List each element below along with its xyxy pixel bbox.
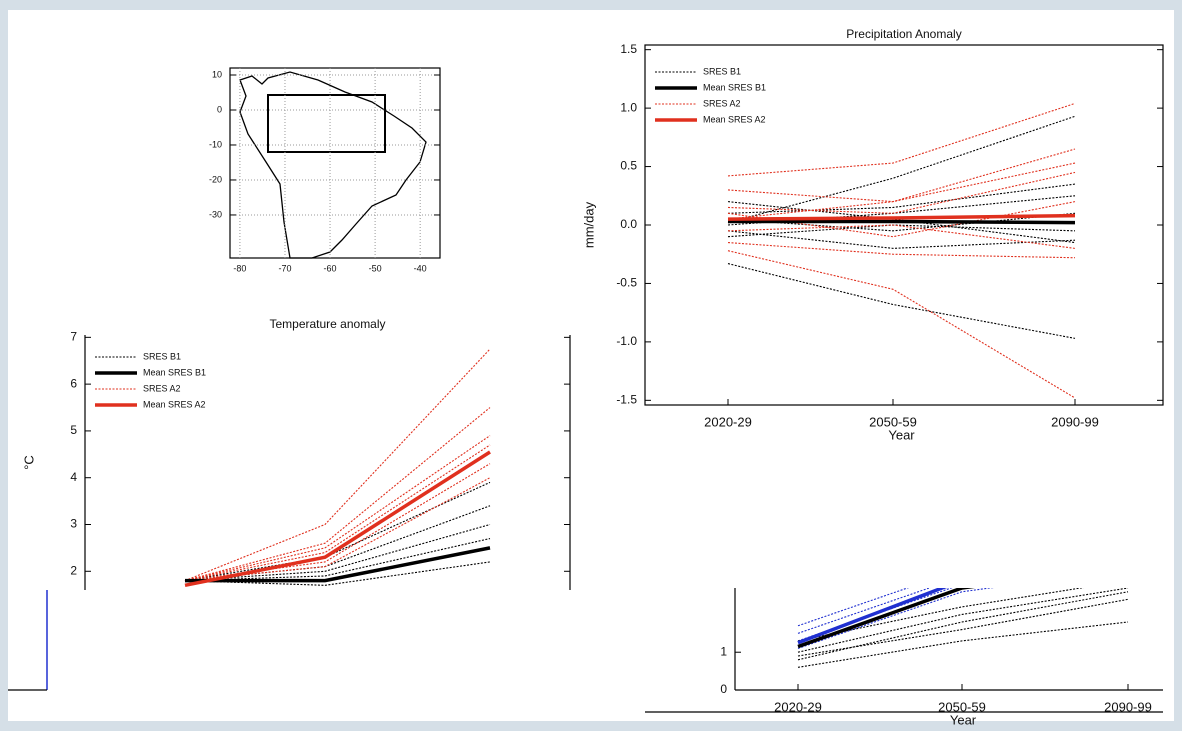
y-tick-label: -10 bbox=[209, 139, 222, 149]
y-tick-label: 5 bbox=[70, 423, 77, 437]
line bbox=[797, 588, 1129, 653]
legend-label: Mean SRES A2 bbox=[703, 114, 766, 124]
line bbox=[727, 230, 1076, 249]
y-axis-label: mm/day bbox=[581, 201, 596, 248]
line bbox=[727, 263, 1076, 339]
x-tick-label: 2020-29 bbox=[704, 414, 752, 429]
line bbox=[185, 546, 491, 583]
x-tick-label: 2090-99 bbox=[1051, 414, 1099, 429]
y-tick-label: 0 bbox=[720, 682, 727, 696]
line bbox=[184, 435, 491, 582]
y-tick-label: 1 bbox=[720, 644, 727, 658]
y-tick-label: 2 bbox=[70, 563, 77, 577]
line bbox=[797, 588, 994, 649]
series-group bbox=[797, 588, 1129, 668]
legend-label: Mean SRES B1 bbox=[143, 367, 206, 377]
line bbox=[727, 183, 1076, 214]
line bbox=[797, 591, 1129, 661]
x-tick-label: 2050-59 bbox=[938, 699, 986, 714]
line bbox=[184, 348, 491, 582]
line bbox=[727, 241, 1076, 259]
line bbox=[727, 213, 1076, 221]
legend-label: Mean SRES B1 bbox=[703, 82, 766, 92]
line bbox=[727, 250, 1076, 399]
line bbox=[184, 407, 491, 582]
y-tick-label: 0.0 bbox=[620, 217, 637, 231]
x-tick-label: -70 bbox=[278, 263, 291, 273]
line bbox=[797, 598, 1129, 657]
legend-label: SRES A2 bbox=[703, 98, 741, 108]
line bbox=[727, 162, 1076, 220]
y-tick-label: 10 bbox=[212, 69, 222, 79]
line bbox=[184, 444, 491, 582]
y-axis-label: °C bbox=[21, 455, 36, 470]
y-tick-label: 0 bbox=[217, 104, 222, 114]
line bbox=[797, 588, 910, 627]
series-group bbox=[184, 348, 491, 588]
y-tick-label: 1.5 bbox=[620, 42, 637, 56]
y-tick-label: 1.0 bbox=[620, 100, 637, 114]
line bbox=[727, 224, 1076, 249]
x-tick-label: 2020-29 bbox=[774, 699, 822, 714]
line bbox=[727, 102, 1076, 177]
line bbox=[728, 219, 1076, 225]
line bbox=[727, 171, 1076, 214]
x-tick-label: -60 bbox=[324, 263, 337, 273]
y-tick-label: 7 bbox=[70, 330, 77, 344]
x-axis-label: Year bbox=[888, 427, 915, 442]
line bbox=[797, 621, 1129, 668]
x-tick-label: -50 bbox=[369, 263, 382, 273]
y-tick-label: -20 bbox=[209, 174, 222, 184]
left-fragment bbox=[8, 590, 48, 691]
line bbox=[797, 588, 931, 634]
line bbox=[797, 588, 948, 645]
plot-frame bbox=[229, 67, 441, 259]
chart-title: Precipitation Anomaly bbox=[846, 27, 961, 41]
region-box bbox=[267, 94, 386, 153]
y-tick-label: -30 bbox=[209, 209, 222, 219]
canvas bbox=[8, 10, 1174, 721]
legend-label: SRES B1 bbox=[143, 351, 181, 361]
y-tick-label: 4 bbox=[70, 470, 77, 484]
line bbox=[727, 115, 1076, 224]
x-tick-label: 2050-59 bbox=[869, 414, 917, 429]
y-tick-label: -1.0 bbox=[616, 334, 637, 348]
legend-label: Mean SRES A2 bbox=[143, 399, 206, 409]
x-tick-label: -40 bbox=[414, 263, 427, 273]
line bbox=[797, 588, 975, 649]
y-tick-label: 6 bbox=[70, 376, 77, 390]
x-tick-label: -80 bbox=[233, 263, 246, 273]
y-tick-label: -0.5 bbox=[616, 276, 637, 290]
x-axis-label: Year bbox=[950, 712, 977, 727]
y-tick-label: 0.5 bbox=[620, 159, 637, 173]
series-group bbox=[727, 102, 1076, 399]
y-tick-label: 3 bbox=[70, 517, 77, 531]
legend-label: SRES B1 bbox=[703, 66, 741, 76]
x-tick-label: 2090-99 bbox=[1104, 699, 1152, 714]
line bbox=[184, 450, 491, 588]
y-tick-label: -1.5 bbox=[616, 392, 637, 406]
line bbox=[727, 212, 1076, 232]
legend-label: SRES A2 bbox=[143, 383, 181, 393]
chart-title: Temperature anomaly bbox=[269, 317, 385, 331]
